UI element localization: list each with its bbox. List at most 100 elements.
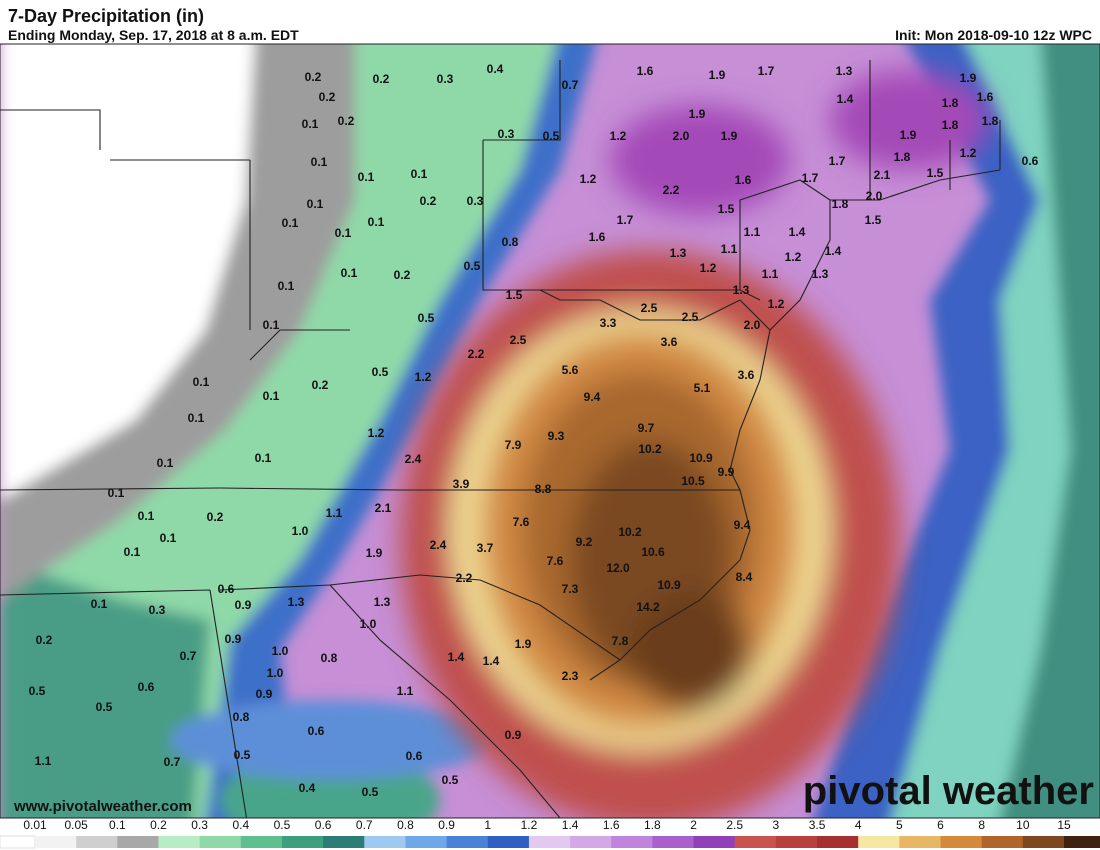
value-label: 0.6 xyxy=(138,680,155,694)
value-label: 1.6 xyxy=(637,64,654,78)
legend-swatch xyxy=(158,836,201,848)
value-label: 0.1 xyxy=(411,167,428,181)
value-label: 0.1 xyxy=(160,531,177,545)
value-label: 1.5 xyxy=(506,288,523,302)
legend-swatch xyxy=(76,836,118,848)
legend-label: 1.8 xyxy=(644,818,661,832)
value-label: 1.6 xyxy=(977,90,994,104)
legend-label: 0.7 xyxy=(356,818,373,832)
value-label: 1.8 xyxy=(942,118,959,132)
value-label: 0.6 xyxy=(308,724,325,738)
legend-swatch xyxy=(734,836,777,848)
legend-swatch xyxy=(35,836,77,848)
value-label: 0.8 xyxy=(321,651,338,665)
value-label: 9.7 xyxy=(638,421,655,435)
value-label: 0.7 xyxy=(180,649,197,663)
legend-label: 0.8 xyxy=(397,818,414,832)
value-label: 0.1 xyxy=(138,509,155,523)
color-legend: 0.01 0.05 0.1 0.2 0.3 0.4 0.5 0.6 0.7 0.8 0.9 1 1.2 1… xyxy=(0,818,1100,849)
value-label: 1.4 xyxy=(448,650,465,664)
legend-label: 0.05 xyxy=(64,818,88,832)
website: www.pivotalweather.com xyxy=(13,798,192,815)
logo: pivotal weather xyxy=(803,769,1094,813)
value-label: 0.7 xyxy=(562,78,579,92)
value-label: 3.7 xyxy=(477,541,494,555)
value-label: 10.5 xyxy=(681,474,705,488)
value-label: 1.3 xyxy=(374,595,391,609)
legend-swatch xyxy=(940,836,983,848)
value-label: 1.1 xyxy=(35,754,52,768)
value-label: 0.1 xyxy=(263,389,280,403)
legend-swatch xyxy=(1064,836,1100,848)
legend-swatch xyxy=(1022,836,1065,848)
value-label: 9.3 xyxy=(548,429,565,443)
value-label: 1.8 xyxy=(894,150,911,164)
legend-label: 8 xyxy=(978,818,985,832)
value-label: 2.0 xyxy=(866,189,883,203)
value-label: 1.0 xyxy=(360,617,377,631)
legend-label: 0.3 xyxy=(191,818,208,832)
value-label: 0.5 xyxy=(372,365,389,379)
value-label: 0.2 xyxy=(420,194,437,208)
value-label: 7.3 xyxy=(562,582,579,596)
value-label: 1.2 xyxy=(768,297,785,311)
legend-label: 2 xyxy=(690,818,697,832)
value-label: 1.8 xyxy=(942,96,959,110)
value-label: 1.8 xyxy=(982,114,999,128)
value-label: 1.1 xyxy=(721,242,738,256)
value-label: 0.4 xyxy=(299,781,316,795)
value-label: 0.2 xyxy=(319,90,336,104)
value-label: 0.9 xyxy=(256,687,273,701)
value-label: 0.1 xyxy=(307,197,324,211)
map-frame xyxy=(0,43,1100,819)
state-borders xyxy=(0,60,1001,818)
value-label: 2.0 xyxy=(673,129,690,143)
legend-swatch xyxy=(117,836,159,848)
value-label: 1.5 xyxy=(718,202,735,216)
value-label: 0.5 xyxy=(543,129,560,143)
value-label: 0.2 xyxy=(338,114,355,128)
legend-label: 0.9 xyxy=(438,818,455,832)
value-label: 1.6 xyxy=(589,230,606,244)
value-label: 1.4 xyxy=(789,225,806,239)
value-label: 8.4 xyxy=(736,570,753,584)
value-label: 0.1 xyxy=(341,266,358,280)
value-label: 9.9 xyxy=(718,465,735,479)
legend-label: 1.2 xyxy=(521,818,538,832)
value-label: 0.1 xyxy=(263,318,280,332)
legend-swatch xyxy=(899,836,942,848)
legend-swatch xyxy=(775,836,818,848)
legend-swatch xyxy=(405,836,448,848)
value-label: 0.5 xyxy=(418,311,435,325)
value-label: 1.9 xyxy=(709,68,726,82)
value-label: 1.1 xyxy=(762,267,779,281)
value-label: 2.5 xyxy=(510,333,527,347)
legend-swatch xyxy=(817,836,859,848)
legend-swatch xyxy=(858,836,900,848)
value-label: 0.9 xyxy=(235,598,252,612)
value-label: 2.5 xyxy=(641,301,658,315)
legend-swatch xyxy=(528,836,571,848)
legend-label: 1 xyxy=(484,818,491,832)
value-label: 0.3 xyxy=(467,194,484,208)
value-label: 0.5 xyxy=(96,700,113,714)
value-label: 2.2 xyxy=(456,571,473,585)
value-label: 2.4 xyxy=(405,452,422,466)
legend-swatch xyxy=(364,836,406,848)
value-label: 1.9 xyxy=(689,107,706,121)
value-label: 1.1 xyxy=(326,506,343,520)
value-labels: 0.2 0.2 0.30.40.20.71.6 1.9 1.7 1.3 1.90.1 0.2 1… xyxy=(29,62,1039,799)
value-label: 0.8 xyxy=(233,710,250,724)
value-label: 1.5 xyxy=(865,213,882,227)
value-label: 12.0 xyxy=(606,561,630,575)
value-label: 1.3 xyxy=(836,64,853,78)
value-label: 0.9 xyxy=(505,728,522,742)
value-label: 0.2 xyxy=(36,633,53,647)
value-label: 1.7 xyxy=(829,154,846,168)
value-label: 1.2 xyxy=(580,172,597,186)
value-label: 1.2 xyxy=(960,146,977,160)
value-label: 0.3 xyxy=(437,72,454,86)
value-label: 10.2 xyxy=(618,525,642,539)
legend-label: 0.2 xyxy=(150,818,167,832)
value-label: 1.9 xyxy=(960,71,977,85)
